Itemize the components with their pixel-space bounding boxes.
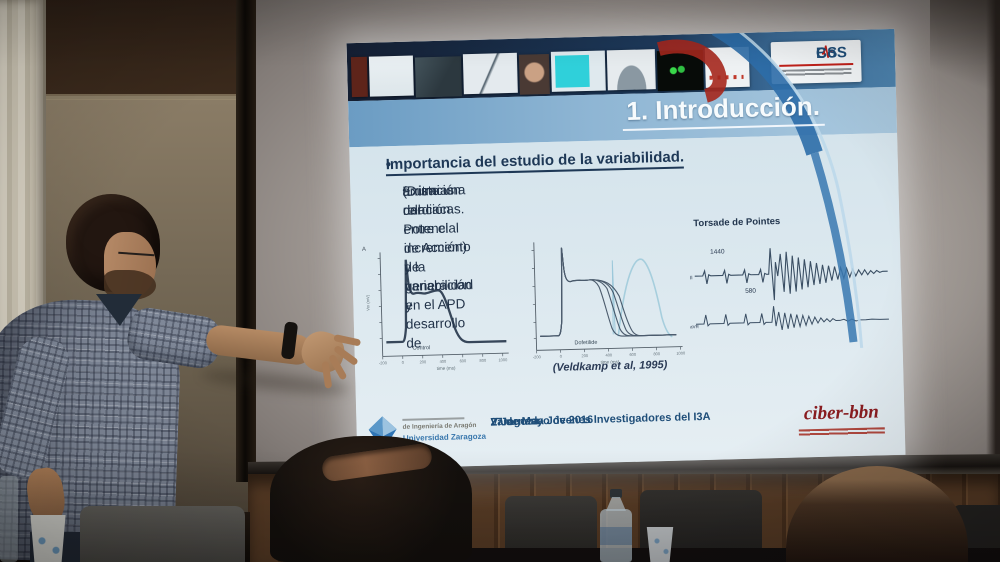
- svg-text:1440: 1440: [710, 248, 725, 255]
- screen-frame-pole: [236, 0, 256, 482]
- svg-text:200: 200: [581, 353, 589, 358]
- svg-text:1000: 1000: [498, 357, 508, 362]
- bottle-label: [600, 527, 632, 545]
- ecg-traces: II 1440 580 aVR: [690, 248, 889, 331]
- svg-text:800: 800: [653, 351, 661, 356]
- thumbnail-electrode: [462, 52, 518, 95]
- svg-text:Vm (mV): Vm (mV): [365, 294, 370, 311]
- svg-text:Control: Control: [412, 345, 430, 351]
- svg-text:-200: -200: [379, 360, 388, 365]
- action-potential-chart-control: A Vm (mV) -200 0 200 400 600 800 1000: [362, 247, 509, 371]
- svg-text:time (ms): time (ms): [437, 365, 456, 371]
- svg-text:0: 0: [402, 360, 405, 365]
- svg-text:200: 200: [419, 359, 427, 364]
- water-bottle: [597, 489, 635, 562]
- ciber-tagline-bars: [798, 427, 885, 437]
- svg-text:600: 600: [459, 358, 467, 363]
- bsicos-underline: [779, 62, 854, 67]
- logo-tagline-bar: [402, 417, 465, 421]
- presentation-slide: BS CoS 1. Introducción. • Importancia del …: [346, 28, 906, 470]
- curtain: [0, 0, 46, 530]
- sub-bullet-line: arritmias cardiacas.: [402, 182, 465, 218]
- torsade-panel: Torsade de Pointes II 1440 580 aVR: [687, 205, 897, 362]
- svg-text:400: 400: [439, 359, 447, 364]
- paper-cup-left: [30, 515, 66, 562]
- chair: [80, 506, 245, 562]
- torsade-title: Torsade de Pointes: [693, 215, 781, 230]
- svg-text:II: II: [690, 275, 693, 281]
- bsicos-logo: BS CoS: [770, 39, 862, 85]
- ciber-bbn-logo: ciber-bbn: [784, 401, 899, 448]
- ciber-bbn-text: ciber-bbn: [803, 401, 880, 425]
- thumbnail-fluorescence: [656, 49, 704, 92]
- thumbnail-surface-plot: [606, 49, 656, 91]
- bsicos-logo-text: BS CoS: [815, 44, 848, 62]
- university-line1: de Ingeniería de Aragón: [402, 421, 477, 431]
- thumbnail-red: [350, 56, 368, 98]
- water-bottle-left: [0, 476, 18, 562]
- paper-cup: [646, 527, 674, 562]
- university-logo: de Ingeniería de Aragón Universidad Zara…: [368, 411, 499, 460]
- svg-text:aVR: aVR: [690, 324, 700, 329]
- svg-text:Dofetilide: Dofetilide: [574, 340, 597, 347]
- i3a-logo-icon: [368, 416, 397, 451]
- svg-text:time (ms): time (ms): [601, 359, 620, 365]
- thumbnail-chart: [368, 55, 414, 97]
- bottle-cap: [610, 489, 622, 498]
- svg-text:600: 600: [629, 352, 637, 357]
- thumbnail-scatter: [704, 46, 750, 88]
- thumbnail-cyan-map: [550, 50, 606, 92]
- bottle-neck: [606, 497, 626, 511]
- svg-text:A: A: [362, 247, 366, 253]
- bsicos-tagline-bars: [781, 68, 852, 78]
- svg-text:0: 0: [560, 354, 563, 359]
- event-line3: 27 de Mayo de 2016: [490, 413, 594, 429]
- svg-text:580: 580: [745, 288, 756, 295]
- svg-text:1000: 1000: [676, 350, 686, 355]
- action-potential-chart-drug: -200 0 200 400 600 800 1000 time (ms) Do…: [531, 242, 686, 365]
- svg-text:400: 400: [605, 352, 613, 357]
- wall-molding: [0, 94, 240, 100]
- thumbnail-lab-photo: [414, 56, 462, 98]
- svg-text:800: 800: [479, 358, 487, 363]
- svg-text:-200: -200: [533, 354, 542, 359]
- screen-right-edge: [986, 0, 1000, 478]
- thumbnail-torso-photo: [518, 53, 550, 95]
